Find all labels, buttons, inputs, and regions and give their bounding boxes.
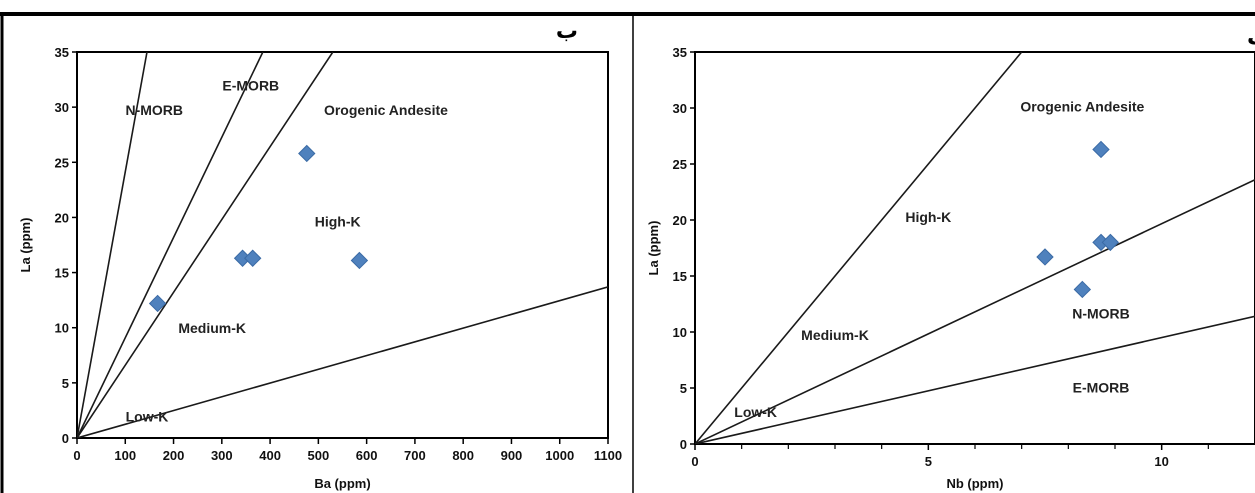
x-tick-label: 300 (211, 448, 233, 463)
field-label: Orogenic Andesite (1020, 98, 1144, 114)
x-tick-label: 400 (259, 448, 281, 463)
panel-label: ب (556, 19, 578, 44)
y-tick-label: 10 (55, 321, 69, 336)
field-boundary-line (77, 52, 264, 438)
y-tick-label: 20 (673, 213, 687, 228)
x-tick-label: 500 (308, 448, 330, 463)
data-point (1101, 233, 1120, 252)
plot-area (694, 51, 1255, 445)
y-tick-label: 30 (55, 100, 69, 115)
y-tick-label: 35 (673, 45, 687, 60)
field-boundary-line (695, 178, 1255, 444)
x-tick-label: 1000 (545, 448, 574, 463)
y-tick-label: 15 (673, 269, 687, 284)
x-tick-label: 0 (73, 448, 80, 463)
data-point (1092, 140, 1110, 159)
y-axis-title: La (ppm) (18, 218, 33, 273)
field-label: Low-K (734, 404, 777, 420)
field-label: E-MORB (222, 78, 279, 94)
x-axis-title: Nb (ppm) (946, 476, 1003, 491)
data-point (350, 251, 369, 270)
data-point (244, 249, 262, 267)
field-label: High-K (315, 213, 361, 229)
field-label: Orogenic Andesite (324, 102, 448, 118)
y-tick-label: 10 (673, 325, 687, 340)
y-tick-label: 25 (55, 155, 69, 170)
y-tick-label: 0 (62, 431, 69, 446)
plot-area (76, 51, 609, 439)
data-point (1073, 280, 1092, 299)
chart-panel-nb-la: الف 0 5 10 15 20 25 30 35 0 5 10 La (ppm) Nb (ppm) Oro… (634, 12, 1255, 491)
x-axis-title: Ba (ppm) (314, 476, 370, 491)
field-boundary-line (77, 286, 608, 438)
y-axis-title: La (ppm) (646, 221, 661, 276)
field-label: N-MORB (125, 102, 183, 118)
data-point (148, 294, 167, 313)
y-tick-label: 5 (62, 376, 69, 391)
y-tick-label: 20 (55, 210, 69, 225)
data-point (1036, 248, 1054, 266)
panel-label: الف (1247, 25, 1255, 50)
x-tick-label: 600 (356, 448, 378, 463)
field-label: E-MORB (1073, 379, 1130, 395)
chart-panel-ba-la: ب 0 5 10 15 20 25 30 35 0 100 200 300 400 500 600 700 800… (0, 12, 634, 493)
field-boundary-line (695, 52, 1023, 444)
y-tick-label: 35 (55, 45, 69, 60)
y-tick-label: 15 (55, 266, 69, 281)
x-tick-label: 10 (1154, 454, 1168, 469)
field-boundary-line (77, 52, 148, 438)
y-tick-label: 30 (673, 101, 687, 116)
field-label: N-MORB (1072, 306, 1130, 322)
x-tick-label: 200 (163, 448, 185, 463)
field-label: High-K (905, 209, 951, 225)
field-label: Medium-K (801, 327, 869, 343)
field-label: Medium-K (178, 320, 246, 336)
field-label: Low-K (126, 408, 169, 424)
x-tick-label: 0 (691, 454, 698, 469)
y-tick-label: 25 (673, 157, 687, 172)
field-boundary-line (77, 52, 334, 438)
x-tick-label: 800 (452, 448, 474, 463)
y-tick-label: 0 (680, 437, 687, 452)
data-point (298, 144, 316, 163)
x-tick-label: 5 (925, 454, 932, 469)
x-tick-label: 1100 (594, 448, 622, 463)
field-boundary-line (695, 315, 1255, 444)
y-tick-label: 5 (680, 381, 687, 396)
x-tick-label: 100 (114, 448, 136, 463)
x-tick-label: 900 (501, 448, 523, 463)
x-tick-label: 700 (404, 448, 426, 463)
